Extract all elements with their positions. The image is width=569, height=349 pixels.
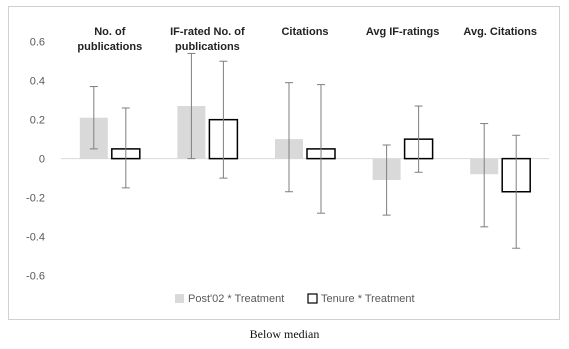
y-tick-label: 0.4 [30,76,45,88]
bar-chart: 0.6 0.4 0.2 0 -0.2 -0.4 -0.6 No. of publications… [26,26,549,305]
category-label: IF-rated No. of publications [170,26,245,53]
legend-swatch-post02 [175,294,184,303]
category-label: Avg. Citations [463,26,537,38]
y-tick-label: 0 [39,154,45,166]
y-tick-label: 0.6 [30,37,45,49]
category-label: Citations [281,26,328,38]
y-tick-label: -0.2 [26,193,45,205]
legend-label-tenure: Tenure * Treatment [321,293,415,305]
y-tick-label: 0.2 [30,115,45,127]
category-label: No. of publications [77,26,142,53]
chart-frame: 0.6 0.4 0.2 0 -0.2 -0.4 -0.6 No. of publications… [8,6,560,320]
y-tick-label: -0.6 [26,271,45,283]
y-tick-label: -0.4 [26,232,45,244]
legend-swatch-tenure [307,293,318,304]
category-label: Avg IF-ratings [366,26,440,38]
figure-caption: Below median [249,327,320,341]
legend-label-post02: Post'02 * Treatment [188,293,284,305]
